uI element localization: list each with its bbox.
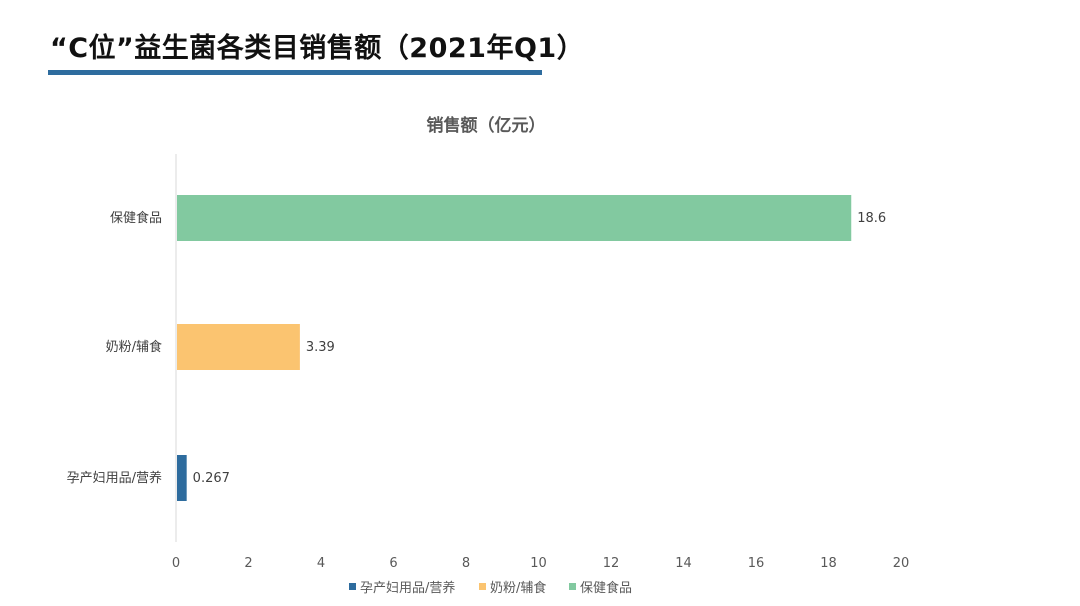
x-tick-label: 2 [244, 556, 252, 571]
legend-swatch [569, 583, 576, 590]
legend-label: 保健食品 [580, 580, 632, 596]
x-tick-label: 18 [820, 556, 837, 571]
legend-label: 孕产妇用品/营养 [360, 580, 455, 596]
x-tick-label: 0 [172, 556, 180, 571]
legend-swatch [349, 583, 356, 590]
category-label: 保健食品 [110, 210, 162, 226]
category-label: 奶粉/辅食 [106, 339, 162, 355]
bar-1 [177, 324, 300, 370]
title-underline [48, 70, 542, 75]
page-title: “C位”益生菌各类目销售额（2021年Q1） [50, 33, 585, 64]
x-tick-label: 16 [748, 556, 765, 571]
bar-0 [177, 455, 187, 501]
plot-area: 孕产妇用品/营养 0.267 奶粉/辅食 3.39 保健食品 18.6 0 2 4 6 8 10 12 1… [67, 154, 910, 571]
data-label: 3.39 [306, 340, 335, 355]
data-label: 0.267 [193, 471, 230, 486]
x-tick-label: 14 [675, 556, 692, 571]
x-tick-label: 6 [389, 556, 397, 571]
x-tick-label: 8 [462, 556, 470, 571]
data-label: 18.6 [857, 211, 886, 226]
legend-label: 奶粉/辅食 [490, 580, 546, 596]
x-tick-label: 12 [603, 556, 620, 571]
x-tick-label: 10 [530, 556, 547, 571]
bar-2 [177, 195, 852, 241]
x-tick-label: 4 [317, 556, 325, 571]
legend-swatch [479, 583, 486, 590]
chart-legend: 孕产妇用品/营养 奶粉/辅食 保健食品 [349, 580, 632, 596]
x-tick-label: 20 [893, 556, 910, 571]
chart-title: 销售额（亿元） [427, 115, 546, 136]
category-label: 孕产妇用品/营养 [67, 470, 162, 486]
